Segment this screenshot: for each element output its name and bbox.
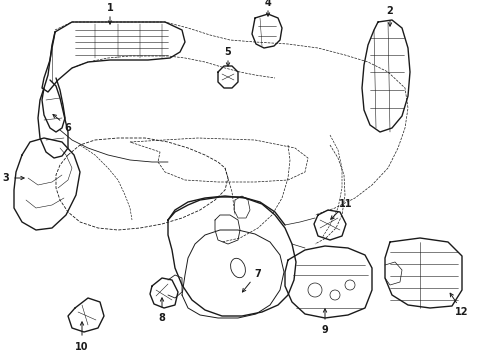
Text: 2: 2 [387,6,393,16]
Text: 6: 6 [65,123,72,133]
Text: 9: 9 [321,325,328,335]
Text: 5: 5 [224,47,231,57]
Text: 7: 7 [255,269,261,279]
Text: 3: 3 [2,173,9,183]
Text: 12: 12 [455,307,469,317]
Text: 10: 10 [75,342,89,352]
Text: 11: 11 [339,199,353,209]
Text: 1: 1 [107,3,113,13]
Text: 4: 4 [265,0,271,8]
Text: 8: 8 [159,313,166,323]
